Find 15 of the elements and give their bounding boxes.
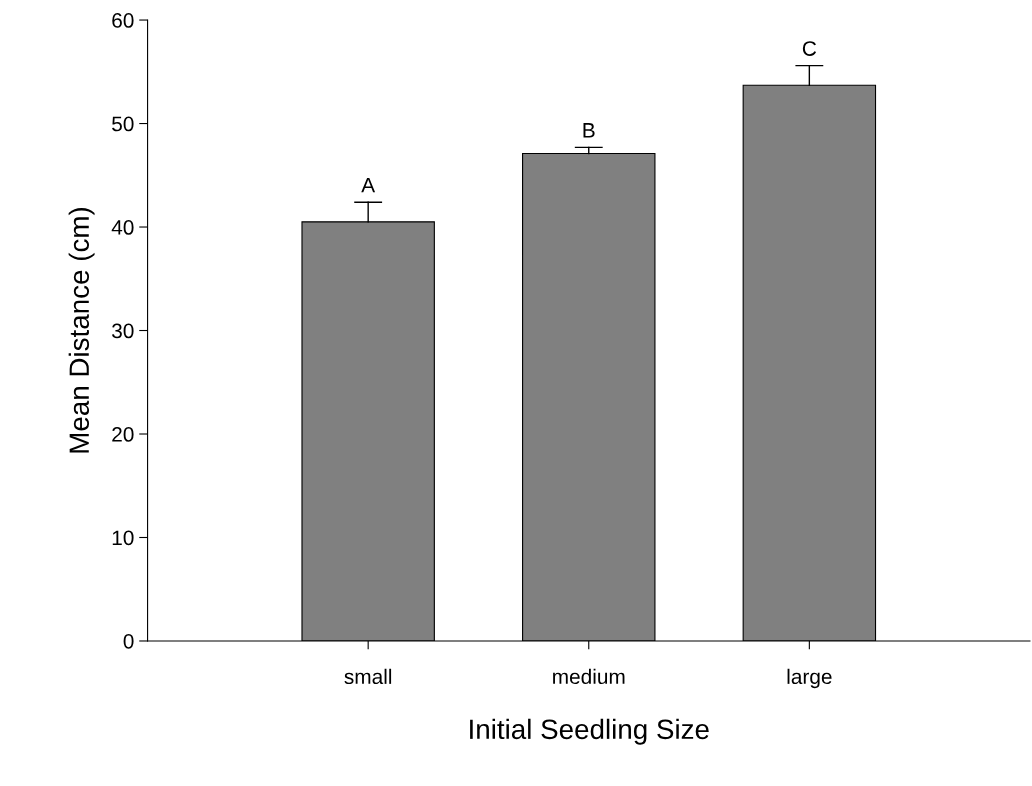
y-tick-label: 40	[111, 220, 134, 235]
x-axis-title: Initial Seedling Size	[470, 718, 709, 745]
y-tick-label: 10	[112, 530, 134, 546]
x-tick-label: small	[344, 668, 392, 685]
x-tick-label: medium	[553, 668, 625, 685]
y-tick-label: 0	[123, 633, 134, 649]
y-tick-label: 30	[112, 323, 134, 339]
x-tick-label: large	[787, 668, 832, 689]
annotation: A	[361, 177, 376, 193]
y-axis-title: Mean Distance (cm)	[68, 207, 95, 453]
annotation: B	[583, 123, 595, 138]
y-tick-label: 50	[112, 116, 134, 132]
y-tick-label: 60	[112, 13, 134, 28]
annotation: C	[802, 41, 817, 56]
y-tick-label: 20	[112, 427, 134, 442]
